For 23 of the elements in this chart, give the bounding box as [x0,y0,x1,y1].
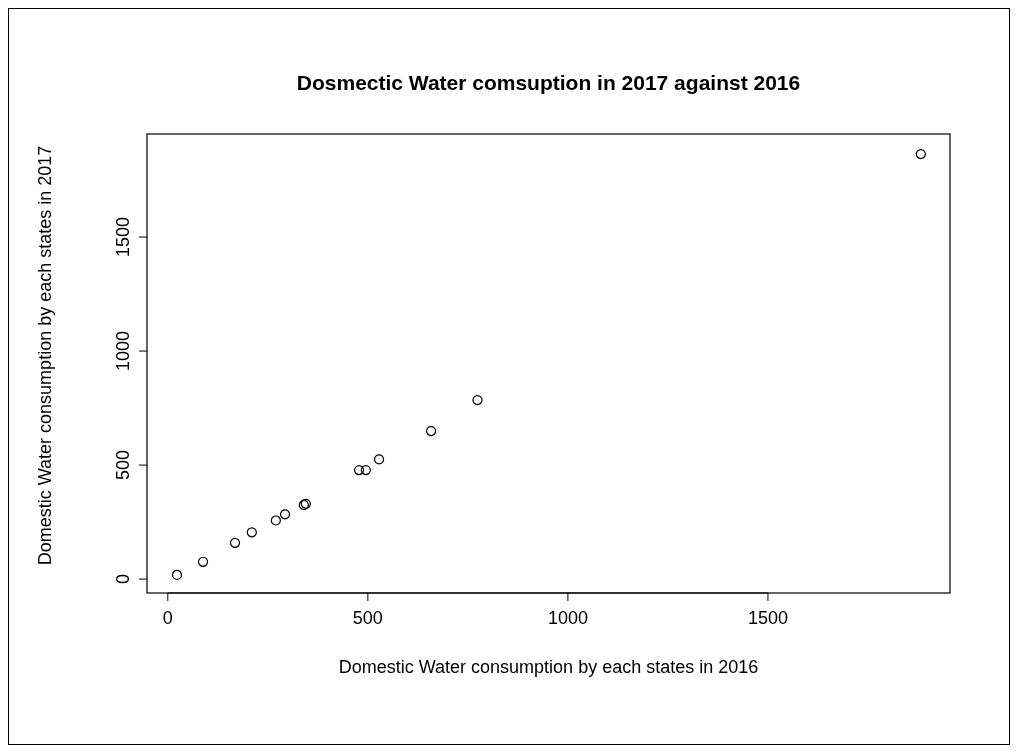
point [197,556,209,567]
y-tick-label: 0 [113,574,133,585]
x-tick-label: 1500 [747,608,788,628]
point [229,537,241,548]
x-tick-label: 0 [162,608,173,628]
x-axis-title: Domestic Water consumption by each states in 2016 [338,657,759,677]
y-tick-label: 1500 [113,217,133,258]
point [373,454,385,465]
y-tick-label: 500 [113,450,133,481]
y-tick-label: 1000 [113,331,133,372]
point [279,509,291,520]
point [425,426,437,437]
x-tick-label: 500 [352,608,383,628]
point [246,527,257,538]
point [353,464,365,476]
point [915,148,926,160]
chart-title: Dosmectic Water comsuption in 2017 against 2016 [296,71,801,94]
x-tick-label: 1000 [547,608,588,628]
point [171,569,183,581]
y-axis-title: Domestic Water consumption by each states in 2017 [35,145,55,566]
point [270,515,281,526]
point [472,394,483,406]
point [360,464,371,476]
